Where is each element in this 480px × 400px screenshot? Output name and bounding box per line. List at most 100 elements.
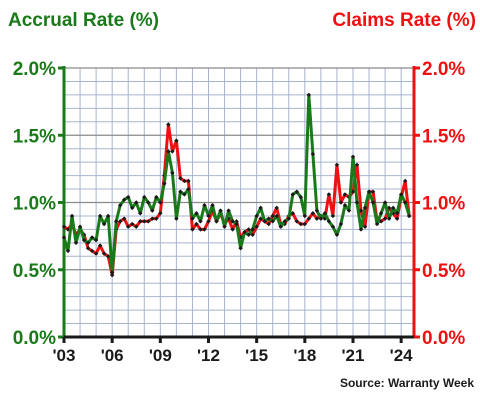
accrual-data-point [178,189,183,194]
accrual-data-point [386,216,392,221]
accrual-data-point [270,219,275,224]
accrual-data-point [138,211,143,216]
claims-data-point [150,216,155,221]
accrual-data-point [394,211,400,216]
accrual-data-point [238,246,243,251]
accrual-data-point [242,229,247,235]
accrual-data-point [174,216,179,221]
x-tick-label: '21 [342,346,365,365]
accrual-data-point [105,213,111,219]
claims-data-point [178,176,183,181]
claims-data-point [370,189,376,194]
accrual-data-point [274,213,279,219]
accrual-data-point [374,221,380,227]
y-tick-label-right: 1.5% [422,126,465,147]
accrual-data-point [378,211,384,216]
claims-data-point [330,213,336,219]
x-tick-label: '18 [293,346,316,365]
x-tick-label: '24 [390,346,413,365]
y-tick-label-right: 2.0% [422,59,465,80]
claims-data-point [202,227,207,232]
accrual-data-point [262,219,267,224]
accrual-data-point [382,200,388,205]
accrual-data-point [218,208,223,213]
accrual-data-point [166,149,171,154]
claims-data-point [382,216,388,221]
claims-data-point [89,248,95,254]
claims-data-point [174,138,179,143]
claims-data-point [126,224,131,229]
claims-data-point [274,205,279,211]
y-tick-label-left: 0.0% [13,328,56,349]
claims-data-point [294,219,299,224]
accrual-data-point [342,202,348,208]
accrual-data-point [226,208,231,213]
accrual-data-point [310,151,316,157]
accrual-data-point [334,232,340,237]
axes [58,66,420,343]
accrual-data-point [202,202,207,208]
y-tick-label-right: 1.0% [422,194,465,215]
x-tick-label: '09 [149,346,172,365]
accrual-data-point [314,208,320,213]
claims-data-point [206,219,211,224]
y-tick-label-left: 1.5% [13,126,56,147]
x-tick-label: '06 [101,346,124,365]
claims-data-point [230,227,235,232]
accrual-data-point [250,227,255,232]
accrual-data-point [346,208,352,213]
accrual-data-point [234,221,239,227]
accrual-data-point [182,192,187,197]
claims-data-point [61,224,67,229]
claims-data-point [362,224,368,229]
claims-data-point [158,211,163,216]
left-axis-title: Accrual Rate (%) [8,10,159,31]
accrual-data-point [158,200,163,205]
claims-data-point [97,243,103,248]
x-tick-label: '03 [53,346,76,365]
claims-data-point [154,216,159,221]
accrual-data-point [406,213,412,219]
accrual-data-point [222,224,227,229]
claims-data-point [326,192,332,197]
accrual-data-point [266,216,271,221]
claims-data-point [186,178,191,184]
accrual-data-point [142,194,147,200]
claims-data-point [310,211,316,216]
accrual-data-point [69,213,75,219]
accrual-data-point [246,232,251,237]
y-tick-label-left: 1.0% [13,194,56,215]
accrual-data-point [154,194,159,200]
accrual-data-point [326,219,332,224]
accrual-data-point [85,240,91,246]
claims-data-point [290,211,295,216]
x-tick-label: '12 [197,346,220,365]
accrual-data-point [61,235,67,240]
claims-data-point [394,216,400,221]
accrual-data-point [354,200,360,205]
y-tick-label-left: 0.5% [13,261,56,282]
right-axis-title: Claims Rate (%) [332,10,476,31]
y-tick-label-right: 0.0% [422,328,465,349]
accrual-data-point [89,235,95,240]
claims-data-point [266,221,271,227]
claims-data-point [354,162,360,168]
claims-data-point [246,227,251,232]
accrual-data-point [230,219,235,224]
claims-data-point [302,221,308,227]
claims-data-point [190,227,195,232]
claims-data-point [334,162,340,168]
claims-data-point [298,221,304,227]
claims-data-point [258,216,263,221]
claims-data-point [170,149,175,154]
accrual-data-point [210,202,215,208]
accrual-data-point [254,213,259,219]
accrual-data-point [214,219,219,224]
claims-data-point [270,213,275,219]
accrual-data-point [398,192,404,197]
claims-data-point [134,224,139,229]
claims-data-point [342,192,348,197]
accrual-data-point [170,170,175,176]
claims-data-point [138,219,143,224]
